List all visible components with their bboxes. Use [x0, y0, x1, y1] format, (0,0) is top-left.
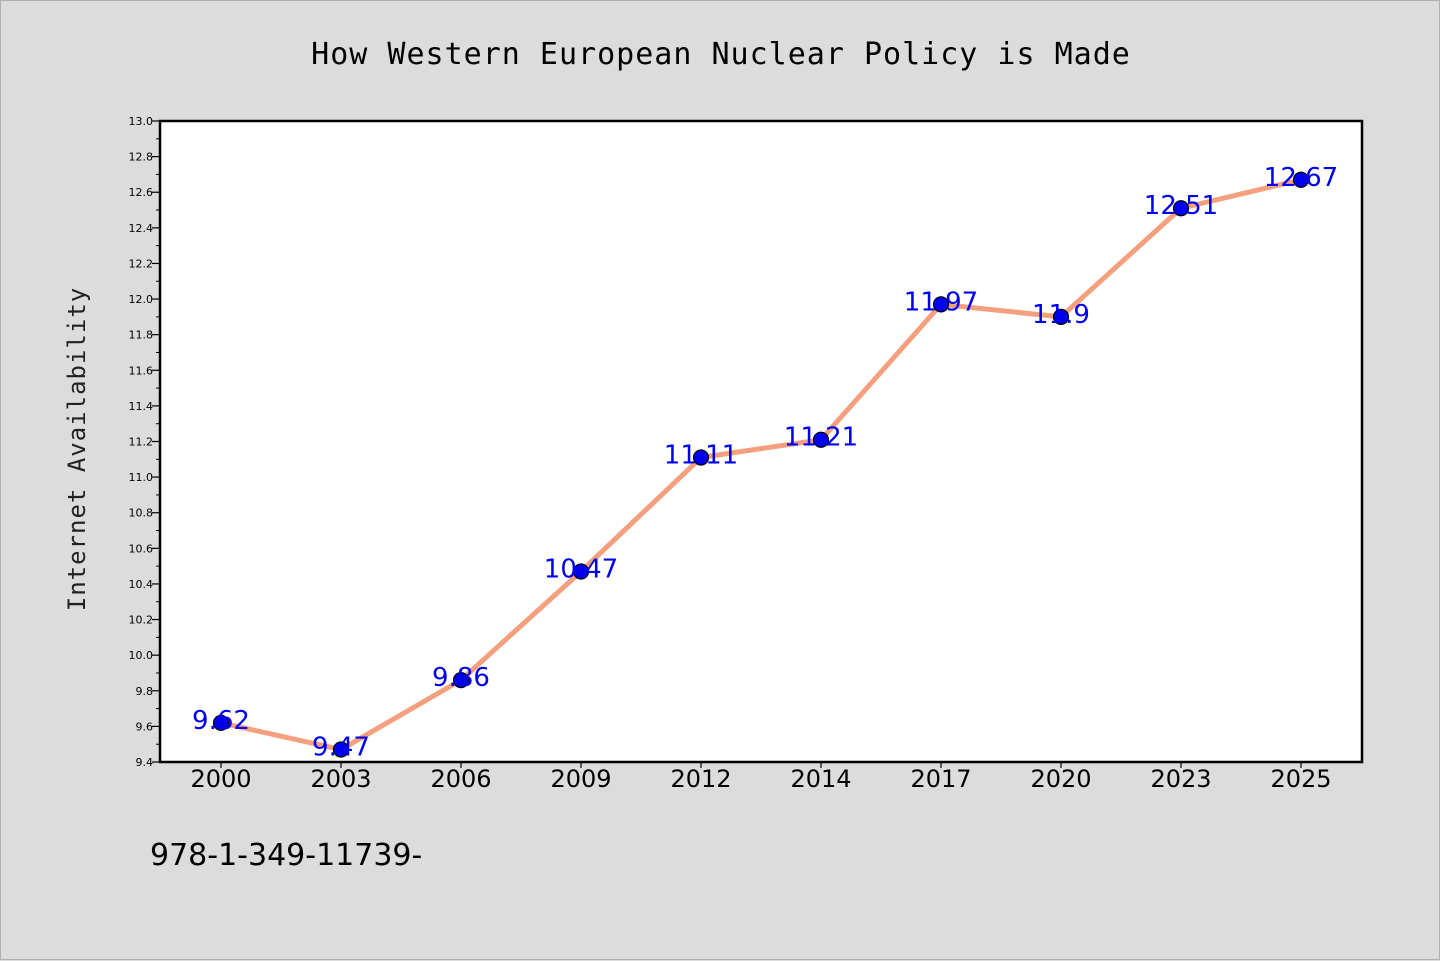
data-point-marker	[1292, 171, 1310, 188]
x-tick-label: 2025	[1270, 765, 1331, 793]
y-tick-label: 12.4	[129, 222, 154, 235]
x-tick-label: 2023	[1150, 765, 1211, 793]
y-tick-label: 10.0	[129, 649, 154, 662]
y-tick-label: 11.2	[129, 436, 154, 449]
data-point-marker	[1172, 200, 1190, 217]
y-tick-label: 12.8	[129, 151, 154, 164]
data-label: 12.51	[1144, 191, 1218, 221]
y-tick-label: 12.2	[129, 257, 154, 270]
x-tick-label: 2020	[1030, 765, 1091, 793]
series-line	[218, 177, 1304, 753]
y-axis-label: Internet Availability	[63, 287, 91, 611]
x-tick-label: 2000	[190, 765, 251, 793]
y-tick-label: 10.8	[129, 507, 154, 520]
data-point-marker	[932, 296, 950, 313]
data-label: 12.67	[1264, 163, 1338, 193]
y-tick-label: 12.0	[129, 293, 154, 306]
y-tick-label: 10.4	[129, 578, 154, 591]
data-label: 11.11	[664, 441, 738, 471]
y-tick-label: 10.6	[129, 542, 154, 555]
y-tick-label: 9.8	[136, 685, 154, 698]
data-label: 10.47	[544, 554, 618, 584]
y-tick-label: 11.6	[129, 364, 154, 377]
data-point-marker	[452, 671, 470, 689]
x-tick-label: 2009	[550, 765, 611, 793]
data-point-marker	[332, 741, 350, 758]
y-tick-label: 10.2	[129, 614, 154, 627]
y-tick-label: 13.0	[129, 115, 154, 128]
data-label: 9.86	[432, 663, 490, 693]
y-tick-label: 11.4	[129, 400, 154, 413]
y-axis-ticks: 9.4 9.6 9.8 10.0 10.2 10.4 10.6 10.8 11.0 11.2 11.…	[129, 115, 160, 769]
data-point-marker	[1052, 308, 1070, 325]
data-point-marker	[212, 714, 230, 731]
x-tick-label: 2012	[670, 765, 731, 793]
data-point-marker	[812, 431, 830, 448]
data-point-marker	[692, 449, 710, 466]
data-label: 9.62	[192, 706, 250, 736]
data-label: 9.47	[312, 733, 370, 763]
y-tick-label: 12.6	[129, 186, 154, 199]
y-tick-label: 9.6	[136, 720, 154, 733]
series-layer: 9.62 9.47 9.86 10.47 11.11 11.21 11.97 11.9 12.5…	[192, 163, 1338, 763]
x-axis-ticks: 2000 2003 2006 2009 2012 2014 2017 2020 2023 2025	[190, 762, 1332, 793]
data-label: 11.21	[784, 423, 858, 453]
y-tick-label: 11.8	[129, 329, 154, 342]
data-point-marker	[572, 563, 590, 580]
x-tick-label: 2017	[910, 765, 971, 793]
chart-title: How Western European Nuclear Policy is M…	[311, 37, 1131, 72]
x-tick-label: 2014	[790, 765, 851, 793]
y-tick-label: 9.4	[136, 756, 154, 769]
y-tick-label: 11.0	[129, 471, 154, 484]
footer-isbn-text: 978-1-349-11739-	[150, 838, 422, 873]
x-tick-label: 2003	[310, 765, 371, 793]
x-tick-label: 2006	[430, 765, 491, 793]
data-label: 11.97	[904, 287, 978, 317]
data-label: 11.9	[1032, 300, 1090, 330]
